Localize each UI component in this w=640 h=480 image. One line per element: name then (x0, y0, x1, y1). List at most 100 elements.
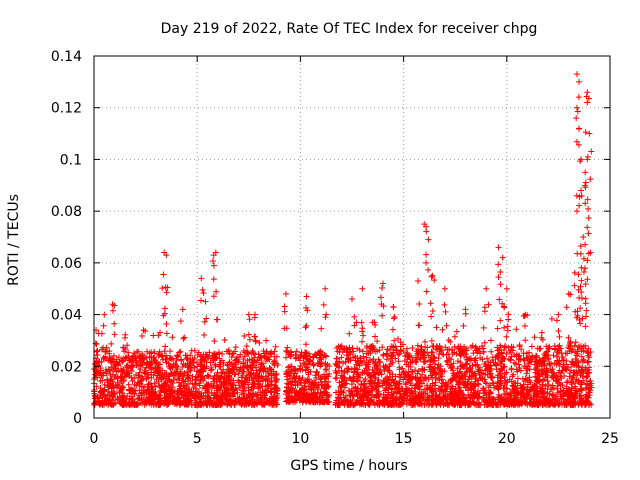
data-point (472, 343, 479, 350)
data-point (520, 383, 527, 390)
data-point (515, 361, 522, 368)
data-point (257, 361, 264, 368)
data-point (573, 362, 580, 369)
data-point (372, 333, 379, 340)
data-point (304, 355, 311, 362)
data-point (501, 324, 508, 331)
data-point (472, 383, 479, 390)
data-point (292, 366, 299, 373)
data-point (256, 354, 263, 361)
data-point (449, 376, 456, 383)
data-point (571, 269, 578, 276)
data-point (485, 364, 492, 371)
data-point (371, 380, 378, 387)
data-point (121, 348, 128, 355)
data-point (555, 343, 562, 350)
data-point (127, 365, 134, 372)
data-point (295, 375, 302, 382)
data-point (366, 356, 373, 363)
data-point (112, 365, 119, 372)
data-point (391, 337, 398, 344)
data-point (222, 400, 229, 407)
data-point (198, 359, 205, 366)
data-point (257, 353, 264, 360)
data-point (293, 354, 300, 361)
data-point (541, 376, 548, 383)
data-point (562, 350, 569, 357)
data-point (457, 388, 464, 395)
data-point (259, 383, 266, 390)
data-point (364, 345, 371, 352)
data-point (148, 358, 155, 365)
data-point (286, 399, 293, 406)
data-point (420, 388, 427, 395)
data-point (565, 334, 572, 341)
data-point (220, 366, 227, 373)
data-point (317, 363, 324, 370)
x-tick-label: 25 (601, 431, 619, 447)
data-point (509, 347, 516, 354)
data-point (359, 369, 366, 376)
data-point (136, 380, 143, 387)
data-point (520, 356, 527, 363)
data-point (578, 289, 585, 296)
data-point (468, 380, 475, 387)
data-point (225, 385, 232, 392)
data-point (585, 358, 592, 365)
data-point (494, 384, 501, 391)
data-point (580, 377, 587, 384)
data-point (522, 375, 529, 382)
data-point (292, 390, 299, 397)
data-point (576, 395, 583, 402)
data-point (274, 387, 281, 394)
data-point (573, 115, 580, 122)
data-point (184, 368, 191, 375)
data-point (174, 398, 181, 405)
data-point (205, 381, 212, 388)
data-point (582, 300, 589, 307)
data-point (98, 372, 105, 379)
data-point (153, 376, 160, 383)
data-point (217, 359, 224, 366)
data-point (556, 333, 563, 340)
data-point (119, 383, 126, 390)
data-point (302, 383, 309, 390)
data-point (399, 365, 406, 372)
data-point (163, 289, 170, 296)
data-point (393, 401, 400, 408)
data-point (142, 364, 149, 371)
data-point (449, 383, 456, 390)
data-point (310, 381, 317, 388)
data-point (413, 348, 420, 355)
data-point (174, 352, 181, 359)
data-point (105, 357, 112, 364)
data-point (251, 314, 258, 321)
data-point (315, 381, 322, 388)
data-point-peak (582, 200, 589, 207)
data-point (500, 401, 507, 408)
data-point (470, 387, 477, 394)
data-point (255, 380, 262, 387)
data-point (557, 381, 564, 388)
data-point (177, 348, 184, 355)
data-point (442, 393, 449, 400)
y-tick-label: 0.12 (51, 101, 82, 117)
data-point (258, 394, 265, 401)
data-point (297, 362, 304, 369)
data-point (503, 333, 510, 340)
data-point (134, 396, 141, 403)
data-point (523, 396, 530, 403)
data-point (208, 398, 215, 405)
data-point (238, 378, 245, 385)
data-point (425, 394, 432, 401)
data-point (418, 343, 425, 350)
data-point (392, 355, 399, 362)
data-point (233, 398, 240, 405)
data-point (176, 402, 183, 409)
data-point (379, 312, 386, 319)
data-point (132, 387, 139, 394)
data-point (97, 367, 104, 374)
data-point (489, 379, 496, 386)
data-point (268, 388, 275, 395)
data-point (575, 141, 582, 148)
